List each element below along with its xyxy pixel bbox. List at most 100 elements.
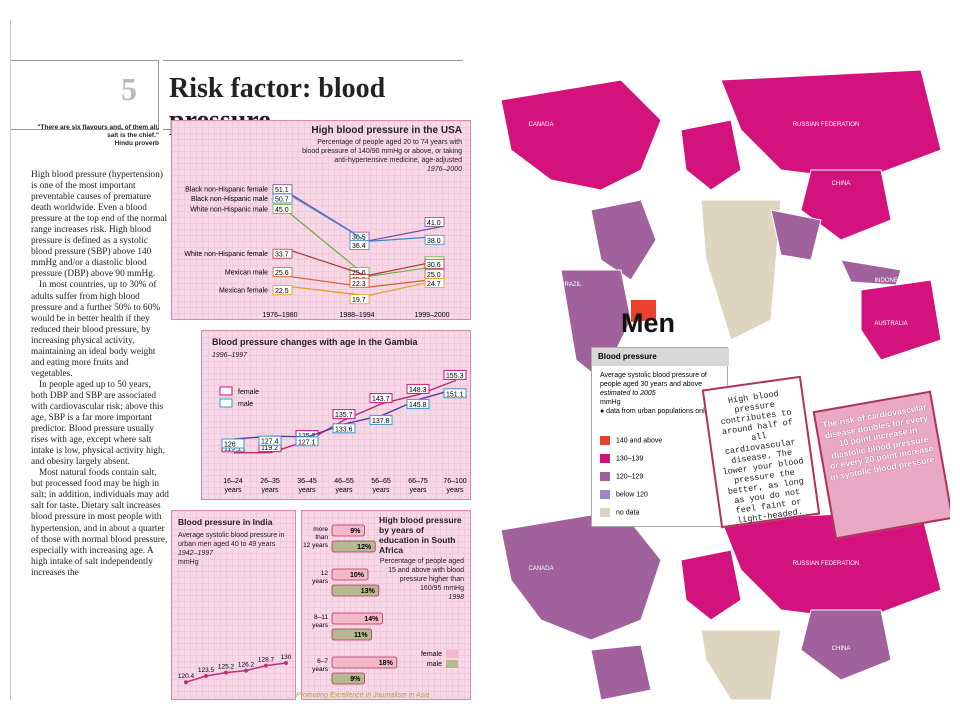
- gambia-legend-label: female: [238, 389, 259, 396]
- gambia-value-label: 127.4: [261, 439, 279, 446]
- india-value-label: 123.5: [198, 667, 215, 674]
- gambia-value-label: 151.1: [446, 391, 464, 398]
- map-country-label: RUSSIAN FEDERATION: [793, 122, 860, 128]
- map-country-label: CHINA: [832, 181, 851, 187]
- quote: "There are six flavours and, of them all…: [35, 124, 159, 148]
- map-country-shape: [680, 549, 742, 621]
- gambia-value-box: [406, 398, 430, 409]
- risk-card: The risk of cardiovascular disease doubl…: [812, 390, 950, 540]
- usa-value-label: 25.6: [352, 270, 366, 277]
- india-point: [264, 663, 268, 668]
- map-country-shape: [700, 199, 782, 341]
- legend-row: 120–129: [600, 472, 643, 481]
- sa-bar-label: 18%: [379, 660, 394, 667]
- sa-chart-title: High blood pressure by years of educatio…: [379, 515, 462, 555]
- sa-chart-subtitle: Percentage of people aged 15 and above w…: [379, 558, 464, 601]
- legend-swatch: [600, 490, 610, 499]
- sa-chart-panel: High blood pressure by years of educatio…: [301, 510, 471, 700]
- gambia-value-label: 133.6: [335, 426, 353, 433]
- usa-value-label: 41.0: [427, 220, 441, 227]
- sa-bar: [331, 672, 365, 685]
- gambia-value-label: 155.3: [446, 373, 464, 380]
- map-country-shape: [840, 259, 902, 286]
- usa-chart-title: High blood pressure in the USA: [311, 125, 462, 136]
- sa-category-label: more: [313, 526, 328, 533]
- map-country-label: CANADA: [528, 566, 553, 572]
- gambia-chart-panel: Blood pressure changes with age in the G…: [201, 330, 471, 500]
- gambia-x-tick-unit: years: [409, 487, 427, 494]
- sa-category-label: 12 years: [303, 542, 329, 549]
- sa-bar-label: 11%: [354, 632, 368, 639]
- gambia-value-label: 119.1: [224, 445, 241, 452]
- india-point: [204, 674, 208, 678]
- legend-row: 140 and above: [600, 436, 662, 445]
- india-value-label: 130: [281, 654, 292, 661]
- gambia-x-tick: 56–65: [371, 478, 391, 485]
- sa-category-label: 12: [321, 570, 329, 577]
- world-map-graphic: CANADA RUSSIAN FEDERATION CHINA BRAZIL AUSTR…: [500, 69, 942, 700]
- map-country-label: AUSTRALIA: [874, 321, 907, 327]
- india-chart-subtitle: Average systolic blood pressure in urban…: [178, 532, 285, 566]
- gambia-value-box: [332, 423, 356, 434]
- gambia-value-box: [332, 409, 356, 420]
- india-point: [224, 670, 228, 675]
- gambia-x-tick-unit: years: [446, 487, 464, 494]
- legend-swatch: [600, 472, 610, 481]
- india-value-label: 120.4: [178, 673, 195, 680]
- map-country-shape: [500, 509, 662, 641]
- gambia-value-label: 126: [224, 442, 236, 449]
- map-country-shape: [700, 629, 782, 700]
- map-country-shape: [800, 609, 892, 681]
- usa-value-label: 45.0: [275, 207, 289, 214]
- gambia-value-label: 148.3: [409, 387, 427, 394]
- map-country-label: RUSSIAN FEDERATION: [793, 561, 860, 567]
- india-point: [184, 680, 188, 685]
- legend-swatch: [600, 508, 610, 517]
- sa-category-label: years: [312, 666, 329, 673]
- legend-row: below 120: [600, 490, 648, 499]
- usa-value-box: [349, 277, 370, 288]
- sa-bar: [331, 656, 398, 669]
- map-country-shape: [590, 199, 657, 281]
- gambia-value-box: [221, 438, 245, 449]
- sa-bar: [331, 524, 365, 537]
- usa-value-label: 22.3: [352, 281, 366, 288]
- gambia-value-box: [258, 435, 282, 446]
- body-paragraph: In most countries, up to 30% of adults s…: [31, 280, 161, 379]
- usa-series-name: Mexican male: [225, 270, 268, 277]
- sa-legend-swatch: [446, 660, 458, 668]
- legend-title: Blood pressure: [592, 348, 729, 366]
- legend-label: no data: [616, 509, 640, 517]
- sa-legend-swatch: [446, 650, 458, 658]
- usa-series-name: Black non-Hispanic male: [191, 196, 268, 203]
- sa-bar: [331, 628, 372, 641]
- map-country-shape: [631, 300, 656, 322]
- gambia-value-label: 127.1: [298, 439, 316, 446]
- usa-value-box: [272, 248, 293, 259]
- gambia-legend-swatch: [219, 398, 233, 408]
- body-paragraph: High blood pressure (hypertension) is on…: [31, 170, 168, 280]
- gambia-legend-label: male: [238, 401, 253, 408]
- sa-bar: [331, 568, 369, 581]
- gambia-value-box: [443, 369, 467, 380]
- usa-value-label: 36.5: [352, 235, 366, 242]
- chapter-number-box: 5: [11, 60, 159, 130]
- india-chart-panel: Blood pressure in India Average systolic…: [171, 510, 296, 700]
- note-card: High blood pressure contributes to aroun…: [701, 375, 821, 529]
- legend-label: 120–129: [616, 473, 644, 481]
- sa-bar: [331, 584, 380, 597]
- india-chart-title: Blood pressure in India: [178, 517, 273, 527]
- gambia-value-label: 135.7: [335, 412, 353, 419]
- usa-value-box: [424, 234, 445, 245]
- gambia-x-tick: 76–100: [443, 478, 466, 485]
- usa-value-label: 25.0: [427, 272, 441, 279]
- gambia-x-tick-unit: years: [335, 487, 353, 494]
- gambia-value-box: [443, 388, 467, 399]
- gambia-value-label: 145.8: [409, 402, 427, 409]
- usa-value-label: 30.6: [427, 262, 441, 269]
- usa-series-name: White non-Hispanic female: [184, 251, 268, 258]
- sa-bar: [331, 612, 383, 625]
- india-point: [244, 668, 248, 673]
- body-text: High blood pressure (hypertension) is on…: [31, 170, 169, 579]
